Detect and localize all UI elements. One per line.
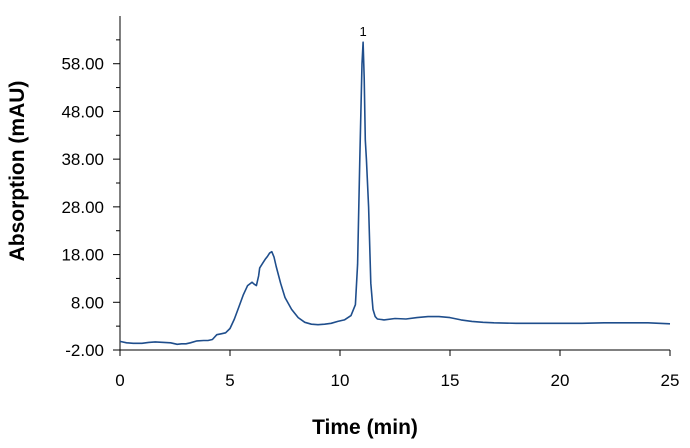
x-tick-label: 25 — [661, 371, 680, 390]
y-axis-title: Absorption (mAU) — [6, 81, 29, 262]
y-axis-ticks: -2.00 8.00 18.00 28.00 38.00 48.00 58.00 — [61, 39, 120, 360]
x-tick-label: 20 — [551, 371, 570, 390]
x-axis-title: Time (min) — [312, 416, 418, 439]
axes — [119, 16, 670, 351]
y-tick-label: -2.00 — [65, 341, 104, 360]
y-tick-label: 28.00 — [61, 198, 104, 217]
absorption-series-line — [119, 41, 671, 346]
y-tick-label: 18.00 — [61, 246, 104, 265]
y-tick-label: 58.00 — [61, 55, 104, 74]
peak-annotations: 1 — [359, 24, 366, 39]
x-tick-label: 15 — [441, 371, 460, 390]
peak-label: 1 — [359, 24, 366, 39]
x-tick-label: 5 — [225, 371, 234, 390]
y-tick-label: 38.00 — [61, 150, 104, 169]
y-tick-label: 48.00 — [61, 102, 104, 121]
x-axis-ticks: 0 5 10 15 20 25 — [115, 350, 679, 390]
x-tick-label: 0 — [115, 371, 124, 390]
y-tick-label: 8.00 — [71, 293, 104, 312]
x-tick-label: 10 — [331, 371, 350, 390]
